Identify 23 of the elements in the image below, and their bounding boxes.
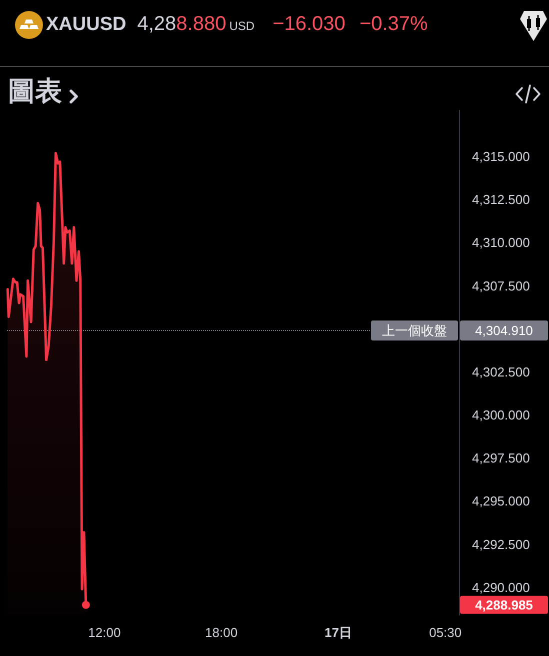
y-tick-label: 4,312.500 bbox=[472, 192, 530, 208]
y-tick-label: 4,302.500 bbox=[472, 364, 530, 380]
ref-line-label: 上一個收盤 bbox=[382, 322, 447, 338]
chart-subtitle: 圖表 bbox=[8, 76, 62, 107]
y-tick-label: 4,307.500 bbox=[472, 278, 530, 294]
text: −0.37% bbox=[359, 13, 428, 35]
y-tick-label: 4,300.000 bbox=[472, 408, 530, 423]
x-tick-label: 12:00 bbox=[88, 625, 121, 640]
x-tick-label: 17日 bbox=[324, 625, 352, 640]
y-tick-label: 4,292.500 bbox=[472, 536, 530, 552]
y-tick-label: 4,290.000 bbox=[472, 580, 530, 595]
x-tick-label: 18:00 bbox=[205, 625, 238, 640]
y-tick-label: 4,295.000 bbox=[472, 494, 530, 509]
y-tick-label: 4,315.000 bbox=[472, 149, 530, 164]
text: 4,288.985 bbox=[475, 597, 533, 612]
annotation: 4,304.910 bbox=[475, 322, 533, 338]
chart-title: XAUUSD bbox=[46, 14, 126, 35]
text: −16.030 bbox=[272, 13, 346, 35]
text: USD bbox=[229, 19, 255, 33]
y-tick-label: 4,297.500 bbox=[472, 450, 530, 466]
y-tick-label: 4,310.000 bbox=[472, 235, 530, 250]
text: 4,288.880 bbox=[137, 13, 226, 35]
x-tick-label: 05:30 bbox=[429, 625, 462, 640]
